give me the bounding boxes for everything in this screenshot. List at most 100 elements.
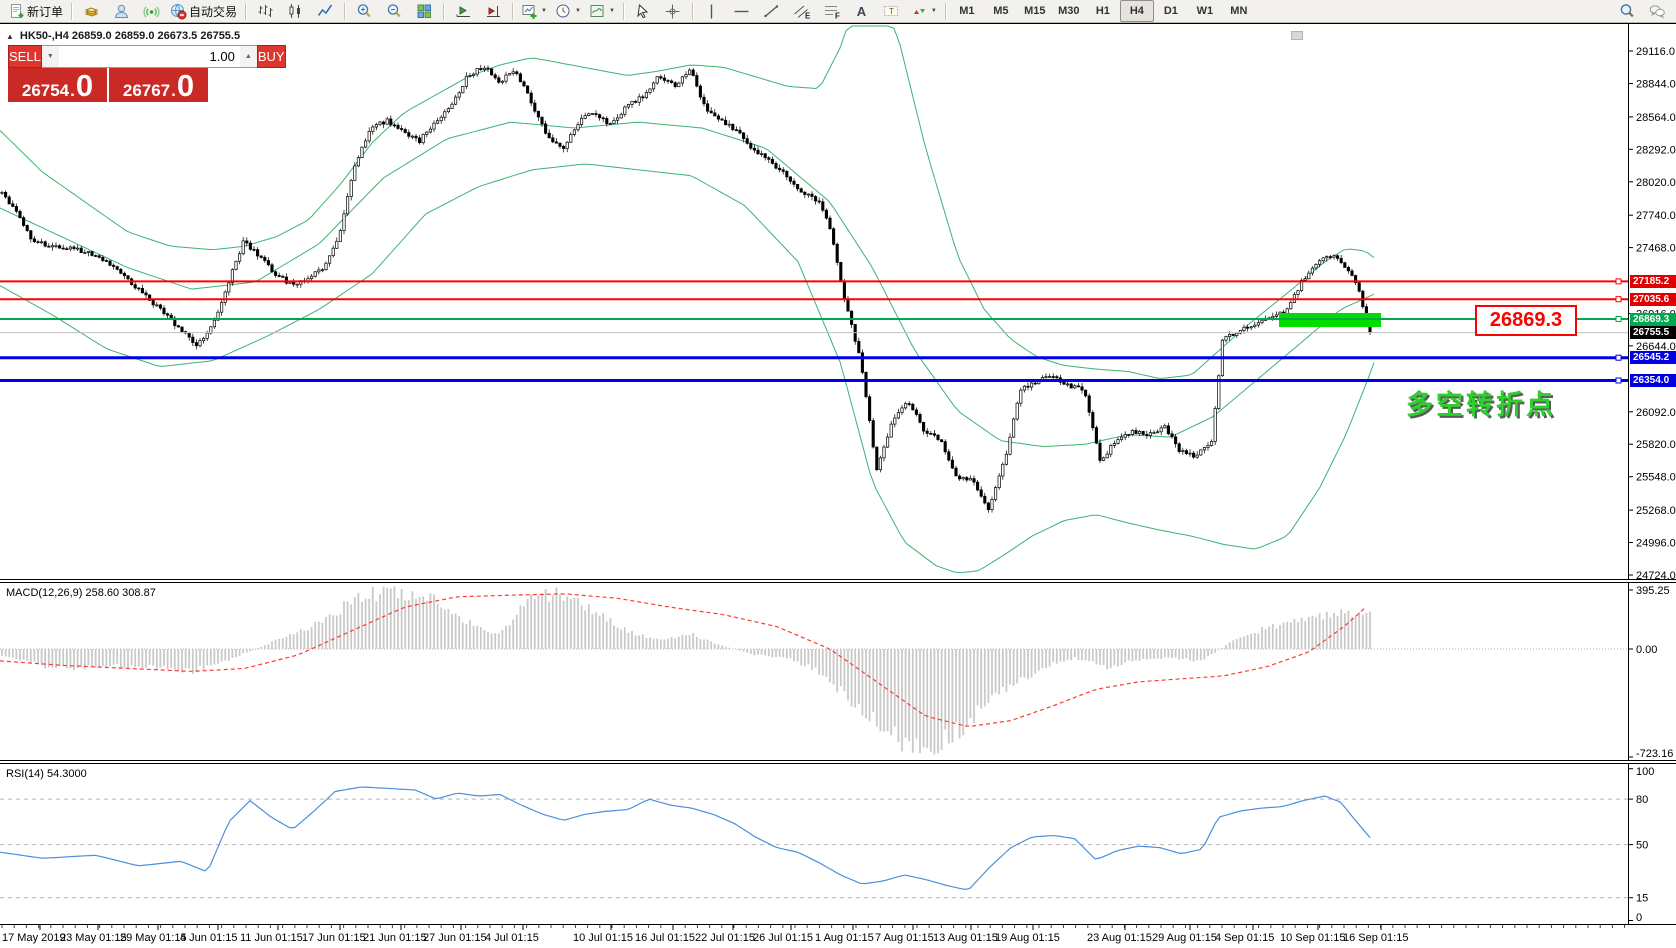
horizontal-line-button[interactable] bbox=[727, 0, 757, 22]
rsi-tick-label: 0 bbox=[1636, 912, 1642, 924]
scroll-thumb[interactable] bbox=[1291, 31, 1303, 40]
arrows-icon bbox=[913, 8, 925, 14]
collapse-trade-panel-icon[interactable]: ▲ bbox=[6, 31, 14, 41]
zoom-in-button[interactable] bbox=[349, 0, 379, 22]
search-icon bbox=[1620, 3, 1634, 17]
time-label: 11 Jun 01:15 bbox=[240, 932, 303, 944]
timeframe-m5-button[interactable]: M5 bbox=[993, 5, 1009, 17]
candlestick-chart-button[interactable] bbox=[280, 0, 310, 22]
sell-price-big: 0 bbox=[75, 68, 94, 104]
panel-separator[interactable] bbox=[0, 579, 1676, 583]
time-label: 10 Sep 01:15 bbox=[1280, 932, 1346, 944]
doc-plus-icon bbox=[11, 3, 24, 18]
timeframe-m1-button[interactable]: M1 bbox=[959, 5, 975, 17]
panel-separator[interactable] bbox=[0, 760, 1676, 764]
time-label: 23 May 01:15 bbox=[60, 932, 127, 944]
sell-price[interactable]: 26754. 0 bbox=[8, 68, 107, 102]
zoom-out-button[interactable] bbox=[379, 0, 409, 22]
time-label: 4 Sep 01:15 bbox=[1215, 932, 1275, 944]
line-handle[interactable] bbox=[1615, 316, 1622, 322]
price-tick-label: 29116.0 bbox=[1636, 46, 1675, 58]
price-tag-27185.2: 27185.2 bbox=[1630, 275, 1676, 288]
buy-button[interactable]: BUY bbox=[256, 45, 286, 68]
time-label: 10 Jul 01:15 bbox=[573, 932, 633, 944]
trendline-button[interactable] bbox=[757, 0, 787, 22]
chart-window: 29116.0 28844.0 28564.0 28292.0 28020.0 27740… bbox=[0, 23, 1676, 948]
community-button[interactable] bbox=[106, 0, 136, 22]
price-tick-label: 24996.0 bbox=[1636, 538, 1676, 550]
volume-increase-button[interactable]: ▲ bbox=[239, 46, 257, 67]
line-handle[interactable] bbox=[1615, 278, 1622, 285]
time-label: 16 Sep 01:15 bbox=[1343, 932, 1409, 944]
hline-icon bbox=[734, 10, 749, 12]
time-axis[interactable]: 17 May 2019 23 May 01:15 29 May 01:15 4 Jun… bbox=[0, 924, 1676, 948]
templates-button[interactable]: ▼ bbox=[585, 0, 619, 22]
price-tick-label: 28564.0 bbox=[1636, 112, 1676, 124]
volume-decrease-button[interactable]: ▼ bbox=[41, 46, 59, 67]
macd-label: MACD(12,26,9) 258.60 308.87 bbox=[6, 587, 156, 599]
price-tick-label: 28292.0 bbox=[1636, 144, 1676, 156]
buy-price[interactable]: 26767. 0 bbox=[109, 68, 208, 102]
timeframe-w1-button[interactable]: W1 bbox=[1196, 5, 1214, 17]
price-tick-label: 26644.0 bbox=[1636, 341, 1676, 353]
line-handle[interactable] bbox=[1615, 354, 1622, 361]
vertical-line-button[interactable] bbox=[697, 0, 727, 22]
turning-point-label[interactable]: 多空转折点 bbox=[1406, 390, 1556, 420]
timeframe-h4-button[interactable]: H4 bbox=[1119, 0, 1154, 22]
buy-price-big: 0 bbox=[176, 68, 195, 104]
line-chart-button[interactable] bbox=[310, 0, 340, 22]
trendline-icon bbox=[764, 4, 779, 17]
price-tag-26869.3: 26869.3 bbox=[1630, 313, 1676, 326]
time-axis-ticks bbox=[1, 925, 1626, 930]
chart-shift-button[interactable] bbox=[478, 0, 508, 22]
timeframe-mn-button[interactable]: MN bbox=[1230, 5, 1248, 17]
tile-windows-button[interactable] bbox=[409, 0, 439, 22]
rsi-tick-label: 15 bbox=[1636, 893, 1648, 905]
community-icon bbox=[114, 4, 128, 18]
main-toolbar: 新订单 自动交易 ▼ ▼ ▼ E F A T ▼ M1 M5 M15 M30 H1 H4 D1 W1 MN bbox=[0, 0, 1676, 23]
new-chart-button[interactable]: ▼ bbox=[517, 0, 551, 22]
timeframe-m30-button[interactable]: M30 bbox=[1058, 5, 1080, 17]
text-button[interactable]: A bbox=[847, 0, 877, 22]
macd-canvas[interactable]: 395.25 0.00 -723.16 bbox=[0, 583, 1676, 760]
rsi-label: RSI(14) 54.3000 bbox=[6, 768, 87, 780]
price-tag-26755.5: 26755.5 bbox=[1630, 326, 1676, 339]
fibonacci-button[interactable]: F bbox=[817, 0, 847, 22]
cursor-button[interactable] bbox=[628, 0, 658, 22]
bar-chart-button[interactable] bbox=[250, 0, 280, 22]
timeframe-h1-button[interactable]: H1 bbox=[1095, 5, 1110, 17]
chat-button[interactable] bbox=[1642, 0, 1672, 22]
periods-button[interactable]: ▼ bbox=[551, 0, 585, 22]
crosshair-button[interactable] bbox=[658, 0, 688, 22]
time-label: 7 Aug 01:15 bbox=[875, 932, 934, 944]
time-label: 17 May 2019 bbox=[2, 932, 66, 944]
line-handle[interactable] bbox=[1615, 377, 1622, 384]
market-button[interactable] bbox=[76, 0, 106, 22]
price-note-box[interactable]: 26869.3 bbox=[1475, 305, 1577, 336]
autotrade-icon bbox=[171, 3, 187, 19]
toolbar-separator bbox=[512, 2, 514, 20]
equidistant-channel-button[interactable]: E bbox=[787, 0, 817, 22]
timeframe-m15-button[interactable]: M15 bbox=[1024, 5, 1046, 17]
auto-scroll-button[interactable] bbox=[448, 0, 478, 22]
rsi-canvas[interactable]: 100 80 50 15 0 bbox=[0, 764, 1676, 924]
signals-button[interactable] bbox=[136, 0, 166, 22]
search-button[interactable] bbox=[1612, 0, 1642, 22]
price-tick-label: 28020.0 bbox=[1636, 177, 1676, 189]
market-icon bbox=[84, 6, 98, 17]
new-order-button[interactable]: 新订单 bbox=[4, 0, 67, 22]
arrows-button[interactable]: ▼ bbox=[907, 0, 941, 22]
price-chart-canvas[interactable]: 29116.0 28844.0 28564.0 28292.0 28020.0 27740… bbox=[0, 24, 1676, 580]
buy-price-dot: . bbox=[171, 81, 176, 100]
autotrading-button[interactable]: 自动交易 bbox=[166, 0, 241, 22]
text-label-button[interactable]: T bbox=[877, 0, 907, 22]
timeframe-d1-button[interactable]: D1 bbox=[1163, 5, 1178, 17]
zoom-out-icon bbox=[387, 3, 401, 17]
symbol-ohlc-bar: ▲ HK50-,H4 26859.0 26859.0 26673.5 26755… bbox=[6, 30, 240, 42]
time-label: 4 Jul 01:15 bbox=[485, 932, 539, 944]
line-handle[interactable] bbox=[1615, 296, 1622, 303]
svg-text:T: T bbox=[889, 7, 894, 16]
sell-button[interactable]: SELL bbox=[8, 45, 42, 68]
volume-input[interactable] bbox=[58, 46, 240, 67]
price-tick-label: 28844.0 bbox=[1636, 79, 1676, 91]
